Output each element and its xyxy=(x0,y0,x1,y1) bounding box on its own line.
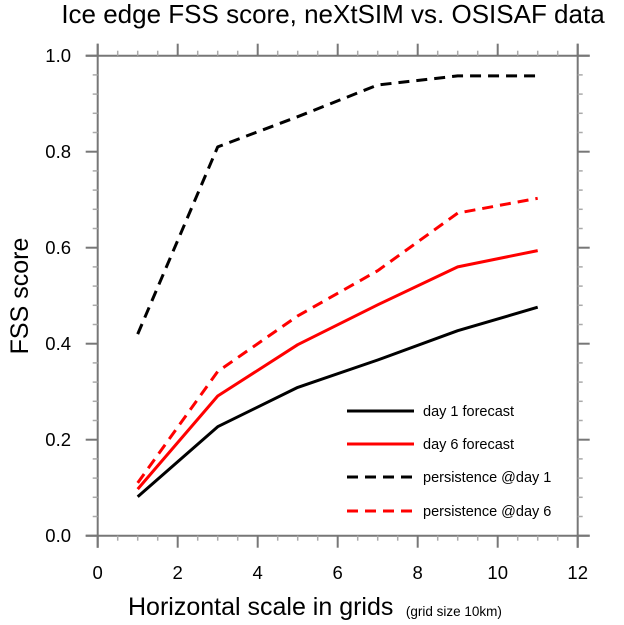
legend-label: persistence @day 6 xyxy=(423,504,551,520)
series-line-persistence-day-6 xyxy=(136,196,538,484)
x-tick-label: 12 xyxy=(567,562,588,583)
legend-label: day 1 forecast xyxy=(423,404,514,420)
y-tick-label: 0.8 xyxy=(45,141,71,162)
y-tick-label: 0.6 xyxy=(45,237,71,258)
series-line-day-1-forecast xyxy=(136,305,539,498)
x-tick-label: 8 xyxy=(413,562,423,583)
legend-label: persistence @day 1 xyxy=(423,470,551,486)
chart-title: Ice edge FSS score, neXtSIM vs. OSISAF d… xyxy=(61,0,605,29)
y-tick-label: 0.4 xyxy=(45,333,71,354)
x-tick-label: 2 xyxy=(173,562,183,583)
axis-ticks xyxy=(85,43,590,548)
y-axis-label: FSS score xyxy=(6,238,34,355)
x-tick-label: 4 xyxy=(253,562,263,583)
x-axis-label-suffix: (grid size 10km) xyxy=(406,604,502,619)
x-axis-label-group: Horizontal scale in grids (grid size 10k… xyxy=(128,593,502,621)
legend-label: day 6 forecast xyxy=(423,437,514,453)
axis-tick-labels: 0 2 4 6 8 10 12 0.0 0.2 0.4 0.6 0.8 1.0 xyxy=(45,45,588,583)
y-tick-label: 0.0 xyxy=(45,525,71,546)
series-line-persistence-day-1 xyxy=(136,74,538,335)
x-tick-label: 6 xyxy=(333,562,343,583)
series-line-day-6-forecast xyxy=(136,249,538,491)
series-lines xyxy=(136,74,539,498)
x-tick-label: 0 xyxy=(93,562,103,583)
x-tick-label: 10 xyxy=(487,562,508,583)
y-tick-label: 0.2 xyxy=(45,429,71,450)
legend: day 1 forecast day 6 forecast persistence … xyxy=(347,404,551,520)
y-tick-label: 1.0 xyxy=(45,45,71,66)
x-axis-label: Horizontal scale in grids xyxy=(128,593,393,621)
